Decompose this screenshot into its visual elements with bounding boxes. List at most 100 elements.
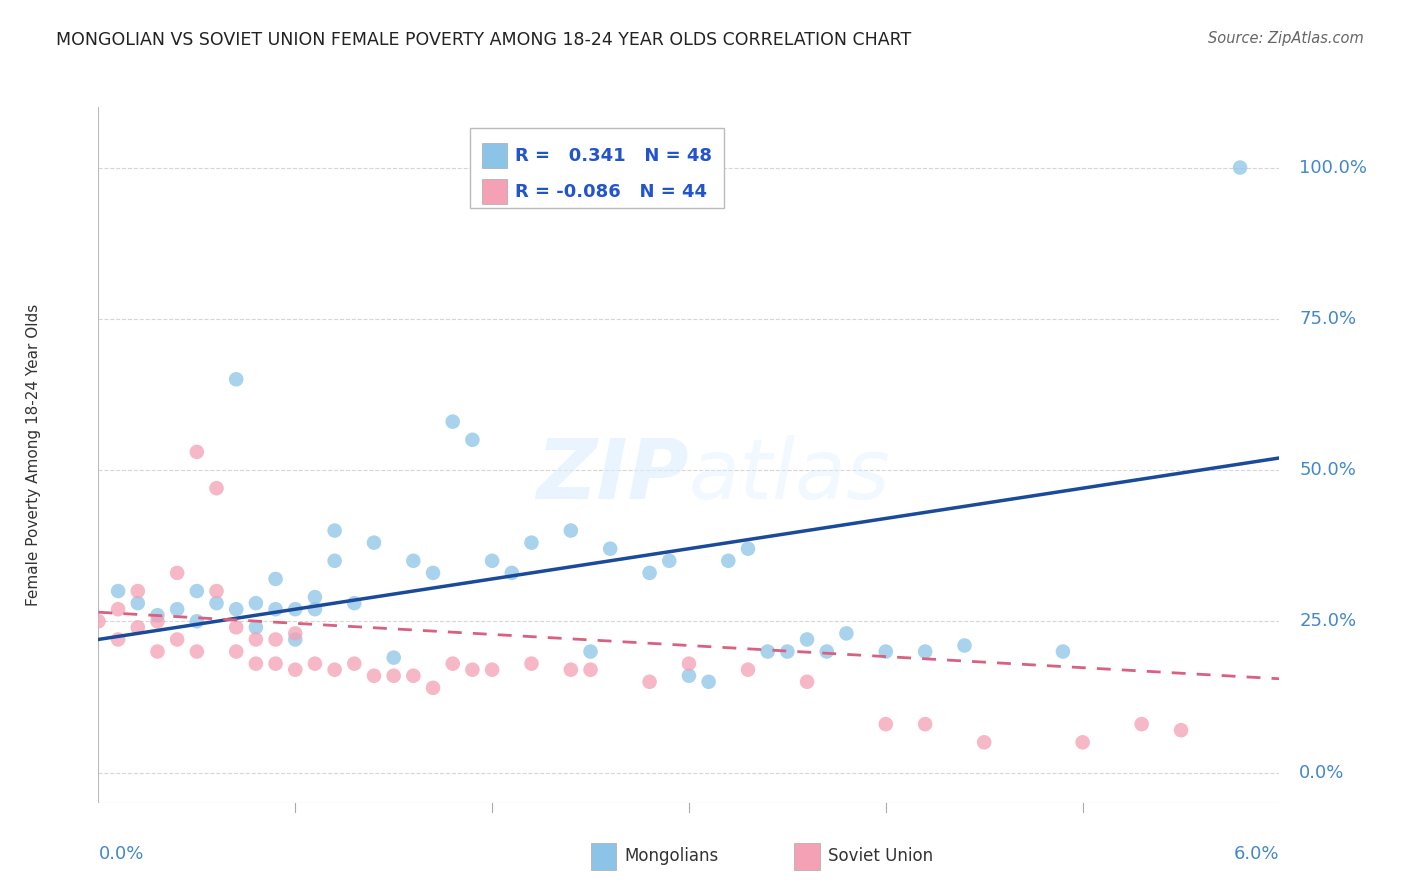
- Point: [599, 541, 621, 556]
- Point: [186, 584, 208, 599]
- Point: [323, 663, 346, 677]
- Point: [402, 554, 425, 568]
- Point: [914, 717, 936, 731]
- Point: [225, 372, 247, 386]
- Point: [1052, 644, 1074, 658]
- Point: [678, 669, 700, 683]
- Point: [796, 674, 818, 689]
- Point: [323, 554, 346, 568]
- Point: [638, 674, 661, 689]
- Point: [146, 615, 169, 629]
- Point: [560, 663, 582, 677]
- Text: R =   0.341   N = 48: R = 0.341 N = 48: [516, 147, 713, 165]
- Point: [835, 626, 858, 640]
- Point: [225, 602, 247, 616]
- Point: [363, 535, 385, 549]
- Text: 75.0%: 75.0%: [1299, 310, 1357, 327]
- Point: [579, 644, 602, 658]
- Point: [146, 644, 169, 658]
- Point: [87, 615, 110, 629]
- Text: ZIP: ZIP: [536, 435, 689, 516]
- Point: [304, 590, 326, 604]
- Point: [717, 554, 740, 568]
- Point: [579, 663, 602, 677]
- Point: [245, 657, 267, 671]
- Point: [343, 596, 366, 610]
- Point: [638, 566, 661, 580]
- Point: [402, 669, 425, 683]
- Point: [737, 541, 759, 556]
- Point: [245, 632, 267, 647]
- Text: 25.0%: 25.0%: [1299, 612, 1357, 631]
- Point: [284, 663, 307, 677]
- Text: 0.0%: 0.0%: [1299, 764, 1344, 781]
- Point: [1170, 723, 1192, 738]
- Point: [127, 584, 149, 599]
- Point: [1071, 735, 1094, 749]
- Point: [441, 657, 464, 671]
- Point: [815, 644, 838, 658]
- Point: [107, 632, 129, 647]
- Point: [205, 481, 228, 495]
- Point: [304, 602, 326, 616]
- Text: R = -0.086   N = 44: R = -0.086 N = 44: [516, 183, 707, 201]
- Point: [520, 535, 543, 549]
- Point: [678, 657, 700, 671]
- Point: [264, 602, 287, 616]
- Point: [264, 572, 287, 586]
- Point: [914, 644, 936, 658]
- Point: [264, 657, 287, 671]
- Point: [422, 681, 444, 695]
- Point: [461, 433, 484, 447]
- Text: MONGOLIAN VS SOVIET UNION FEMALE POVERTY AMONG 18-24 YEAR OLDS CORRELATION CHART: MONGOLIAN VS SOVIET UNION FEMALE POVERTY…: [56, 31, 911, 49]
- Point: [441, 415, 464, 429]
- Point: [1130, 717, 1153, 731]
- Point: [166, 632, 188, 647]
- Point: [225, 644, 247, 658]
- Text: Female Poverty Among 18-24 Year Olds: Female Poverty Among 18-24 Year Olds: [25, 304, 41, 606]
- Point: [520, 657, 543, 671]
- Point: [245, 620, 267, 634]
- Point: [875, 644, 897, 658]
- Point: [245, 596, 267, 610]
- Point: [205, 584, 228, 599]
- Text: 50.0%: 50.0%: [1299, 461, 1355, 479]
- Point: [501, 566, 523, 580]
- Point: [284, 602, 307, 616]
- Point: [107, 584, 129, 599]
- Point: [481, 554, 503, 568]
- Point: [304, 657, 326, 671]
- Point: [343, 657, 366, 671]
- Point: [107, 602, 129, 616]
- Point: [560, 524, 582, 538]
- Point: [284, 626, 307, 640]
- Point: [756, 644, 779, 658]
- Point: [422, 566, 444, 580]
- Point: [481, 663, 503, 677]
- Point: [127, 620, 149, 634]
- Point: [186, 615, 208, 629]
- Point: [205, 596, 228, 610]
- Point: [127, 596, 149, 610]
- Point: [166, 566, 188, 580]
- Point: [776, 644, 799, 658]
- Point: [658, 554, 681, 568]
- Text: 100.0%: 100.0%: [1299, 159, 1367, 177]
- Point: [796, 632, 818, 647]
- Point: [875, 717, 897, 731]
- Point: [225, 620, 247, 634]
- Point: [146, 608, 169, 623]
- Point: [382, 650, 405, 665]
- Text: atlas: atlas: [689, 435, 890, 516]
- Text: Soviet Union: Soviet Union: [828, 847, 934, 865]
- Point: [323, 524, 346, 538]
- Point: [284, 632, 307, 647]
- Text: Mongolians: Mongolians: [624, 847, 718, 865]
- Text: 6.0%: 6.0%: [1234, 845, 1279, 863]
- Text: 0.0%: 0.0%: [98, 845, 143, 863]
- Point: [382, 669, 405, 683]
- Point: [186, 445, 208, 459]
- Point: [1229, 161, 1251, 175]
- Point: [973, 735, 995, 749]
- Point: [737, 663, 759, 677]
